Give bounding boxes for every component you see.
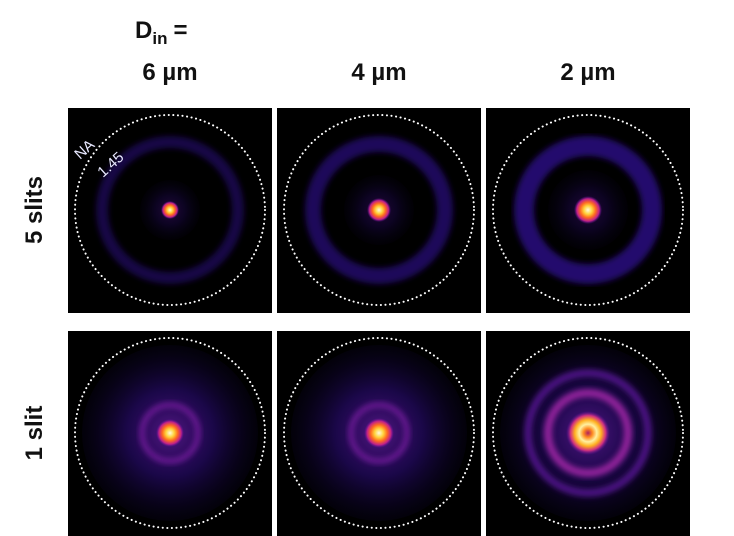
focal-spot [367, 198, 391, 222]
focal-spot [161, 201, 179, 219]
image-grid: NA1.45 [68, 108, 690, 536]
row-label: 1 slit [21, 406, 48, 461]
header-symbol: D [135, 17, 152, 44]
focal-spot [364, 418, 394, 448]
column-label: 4 µm [351, 59, 406, 86]
focal-spot [566, 411, 610, 455]
focal-spot [156, 419, 184, 447]
column-label: 2 µm [560, 59, 615, 86]
column-label: 6 µm [142, 59, 197, 86]
header-subscript: in [152, 29, 167, 48]
focal-spot [574, 196, 602, 224]
header-label: Din = [135, 17, 187, 48]
header-equals: = [173, 17, 187, 44]
page: {"header": {"symbol": "D", "subscript": … [0, 0, 734, 536]
row-label: 5 slits [21, 176, 48, 244]
figure: NA1.45 Din = 6 µm 4 µm 2 µm 5 slits 1 sli… [0, 0, 734, 536]
